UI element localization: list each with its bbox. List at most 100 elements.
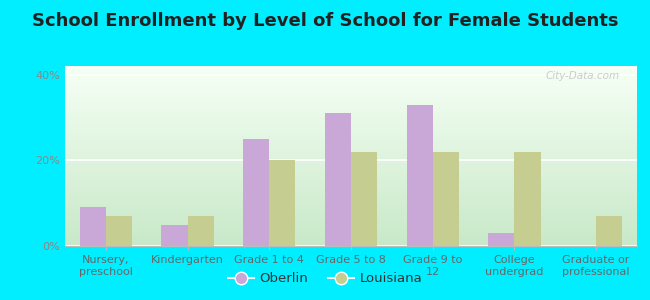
Bar bbox=[65, 159, 637, 160]
Bar bbox=[65, 209, 637, 210]
Bar bbox=[65, 138, 637, 139]
Bar bbox=[65, 134, 637, 135]
Bar bbox=[65, 98, 637, 99]
Bar bbox=[65, 186, 637, 187]
Bar bbox=[65, 107, 637, 108]
Bar bbox=[65, 190, 637, 191]
Bar bbox=[65, 208, 637, 209]
Bar bbox=[65, 85, 637, 86]
Bar bbox=[65, 128, 637, 129]
Bar bbox=[65, 207, 637, 208]
Bar bbox=[65, 116, 637, 117]
Bar bbox=[596, 216, 622, 246]
Bar bbox=[488, 233, 514, 246]
Bar bbox=[65, 90, 637, 91]
Bar bbox=[65, 181, 637, 182]
Bar bbox=[406, 105, 433, 246]
Bar bbox=[65, 155, 637, 156]
Bar bbox=[65, 245, 637, 246]
Bar bbox=[65, 201, 637, 202]
Bar bbox=[65, 197, 637, 198]
Bar bbox=[65, 236, 637, 237]
Bar bbox=[65, 151, 637, 152]
Bar bbox=[65, 112, 637, 113]
Bar bbox=[65, 140, 637, 141]
Bar bbox=[65, 167, 637, 168]
Bar bbox=[65, 226, 637, 227]
Bar bbox=[80, 207, 106, 246]
Bar bbox=[65, 142, 637, 143]
Bar bbox=[65, 141, 637, 142]
Bar bbox=[65, 169, 637, 170]
Bar bbox=[65, 173, 637, 174]
Bar bbox=[65, 160, 637, 161]
Bar bbox=[65, 77, 637, 78]
Bar bbox=[188, 216, 214, 246]
Bar bbox=[65, 198, 637, 199]
Bar bbox=[243, 139, 269, 246]
Bar bbox=[65, 121, 637, 122]
Bar bbox=[65, 118, 637, 119]
Bar bbox=[65, 189, 637, 190]
Bar bbox=[65, 76, 637, 77]
Bar bbox=[65, 171, 637, 172]
Bar bbox=[269, 160, 296, 246]
Bar bbox=[65, 146, 637, 147]
Bar bbox=[65, 119, 637, 120]
Bar bbox=[65, 202, 637, 203]
Bar bbox=[596, 216, 622, 246]
Bar bbox=[65, 78, 637, 79]
Bar bbox=[80, 207, 106, 246]
Bar bbox=[269, 160, 296, 246]
Bar bbox=[188, 216, 214, 246]
Bar bbox=[65, 129, 637, 130]
Bar bbox=[65, 179, 637, 180]
Bar bbox=[65, 144, 637, 145]
Bar bbox=[65, 221, 637, 222]
Bar bbox=[65, 110, 637, 111]
Bar bbox=[65, 156, 637, 157]
Bar bbox=[65, 229, 637, 230]
Bar bbox=[65, 228, 637, 229]
Bar bbox=[65, 215, 637, 216]
Bar bbox=[65, 232, 637, 233]
Bar bbox=[65, 235, 637, 236]
Bar bbox=[65, 183, 637, 184]
Bar bbox=[106, 216, 132, 246]
Bar bbox=[65, 237, 637, 238]
Bar bbox=[65, 230, 637, 231]
Bar bbox=[65, 133, 637, 134]
Bar bbox=[65, 69, 637, 70]
Bar bbox=[433, 152, 459, 246]
Bar bbox=[65, 158, 637, 159]
Bar bbox=[65, 147, 637, 148]
Bar bbox=[65, 152, 637, 153]
Bar bbox=[65, 137, 637, 138]
Bar bbox=[65, 172, 637, 173]
Bar bbox=[65, 108, 637, 109]
Bar bbox=[65, 188, 637, 189]
Bar bbox=[161, 225, 188, 246]
Bar bbox=[65, 162, 637, 163]
Bar bbox=[65, 185, 637, 186]
Bar bbox=[65, 212, 637, 213]
Bar bbox=[65, 70, 637, 71]
Bar bbox=[65, 150, 637, 151]
Bar bbox=[243, 139, 269, 246]
Bar bbox=[65, 168, 637, 169]
Bar bbox=[351, 152, 377, 246]
Bar bbox=[65, 174, 637, 175]
Bar bbox=[65, 218, 637, 219]
Bar bbox=[65, 97, 637, 98]
Bar bbox=[65, 206, 637, 207]
Bar bbox=[65, 68, 637, 69]
Bar bbox=[65, 180, 637, 181]
Bar bbox=[65, 80, 637, 81]
Bar bbox=[514, 152, 541, 246]
Bar bbox=[65, 216, 637, 217]
Bar bbox=[106, 216, 132, 246]
Bar bbox=[65, 222, 637, 223]
Bar bbox=[65, 191, 637, 192]
Bar bbox=[65, 194, 637, 195]
Bar bbox=[65, 145, 637, 146]
